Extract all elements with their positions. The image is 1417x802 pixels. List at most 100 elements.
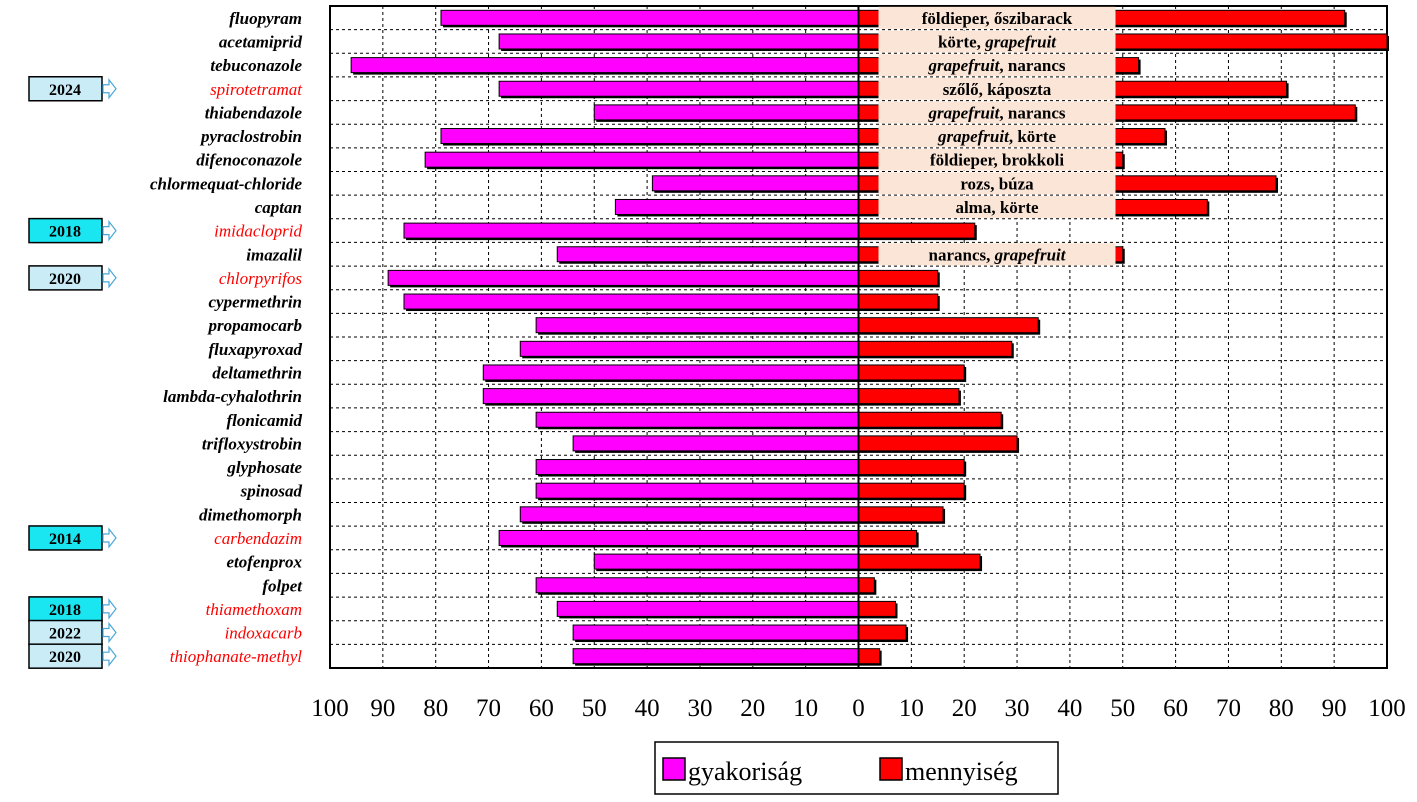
arrow-right-icon (102, 527, 117, 549)
year-badge-label: 2020 (49, 271, 81, 288)
x-tick-label: 70 (1216, 695, 1241, 722)
bar-mennyiseg-trifloxystrobin (858, 435, 1018, 452)
x-tick-label: 20 (740, 695, 765, 722)
crop-label-part: narancs, (929, 245, 995, 264)
x-tick-label: 0 (852, 695, 865, 722)
crop-label-text: alma, körte (955, 198, 1039, 217)
crop-label-part: grapefruit (928, 103, 1001, 122)
bar-gyakorisag-carbendazim (498, 529, 859, 546)
bar-gyakorisag-pyraclostrobin (440, 128, 859, 145)
category-label-cypermethrin: cypermethrin (209, 293, 303, 312)
arrow-right-icon (102, 267, 117, 289)
category-label-indoxacarb: indoxacarb (225, 624, 302, 643)
x-tick-label: 30 (1005, 695, 1030, 722)
crop-label-part: földieper, brokkoli (930, 151, 1064, 170)
crop-label-part: , narancs (999, 103, 1066, 122)
category-label-chlormequat-chloride: chlormequat-chloride (150, 174, 303, 193)
crop-label-part: rozs, búza (960, 174, 1034, 193)
category-label-fluxapyroxad: fluxapyroxad (209, 340, 303, 359)
bar-gyakorisag-lambda-cyhalothrin (482, 388, 859, 405)
year-badge-label: 2018 (49, 602, 81, 619)
bar-gyakorisag-difenoconazole (424, 151, 859, 168)
crop-label-text: rozs, búza (960, 174, 1034, 193)
year-badge-box (28, 525, 103, 551)
crop-label-text: narancs, grapefruit (929, 245, 1067, 264)
crop-label-part: földieper, őszibarack (922, 9, 1073, 28)
crop-label-text: körte, grapefruit (938, 32, 1057, 51)
arrow-right-icon (102, 219, 117, 242)
bar-gyakorisag-thiabendazole (593, 104, 859, 121)
category-label-tebuconazole: tebuconazole (210, 56, 302, 75)
crop-label-text: szőlő, káposzta (943, 80, 1052, 99)
x-tick-label: 50 (582, 695, 607, 722)
category-label-glyphosate: glyphosate (226, 458, 302, 477)
bar-mennyiseg-lambda-cyhalothrin (858, 388, 960, 405)
bar-mennyiseg-spinosad (858, 482, 965, 499)
crop-label-part: alma, körte (955, 198, 1039, 217)
year-badge: 2014 (28, 525, 117, 551)
crop-label-part: grapefruit (984, 32, 1057, 51)
bar-mennyiseg-imidacloprid (858, 222, 976, 239)
year-badge: 2020 (28, 265, 117, 291)
bar-gyakorisag-chlormequat-chloride (651, 175, 860, 192)
bar-gyakorisag-fluxapyroxad (519, 340, 859, 357)
bar-mennyiseg-dimethomorph (858, 506, 944, 523)
category-label-propamocarb: propamocarb (207, 316, 303, 335)
bars (350, 9, 1389, 666)
category-label-folpet: folpet (262, 576, 303, 595)
crop-label-part: körte, (938, 32, 985, 51)
bar-gyakorisag-etofenprox (593, 553, 859, 570)
x-tick-label: 60 (529, 695, 554, 722)
bar-mennyiseg-thiamethoxam (858, 600, 896, 617)
bar-mennyiseg-carbendazim (858, 529, 918, 546)
year-badge: 2024 (28, 76, 117, 102)
legend-label-gyakorisag: gyakoriság (688, 757, 802, 786)
year-badges: 2024 2018 2020 2014 2018 2022 2020 (28, 76, 117, 669)
category-label-captan: captan (255, 198, 302, 217)
year-badge: 2018 (28, 217, 117, 244)
arrow-right-icon (102, 598, 117, 620)
crop-label-box (878, 148, 1116, 171)
bar-mennyiseg-thiophanate-methyl (858, 648, 881, 665)
bar-mennyiseg-deltamethrin (858, 364, 965, 381)
category-label-imazalil: imazalil (246, 245, 302, 264)
bar-mennyiseg-fluxapyroxad (858, 340, 1013, 357)
bar-gyakorisag-deltamethrin (482, 364, 859, 381)
x-tick-label: 50 (1110, 695, 1135, 722)
bar-gyakorisag-captan (614, 198, 860, 215)
category-label-carbendazim: carbendazim (214, 529, 302, 548)
x-tick-label: 90 (370, 695, 395, 722)
bar-gyakorisag-spirotetramat (498, 80, 859, 97)
category-label-thiabendazole: thiabendazole (205, 103, 303, 122)
category-label-difenoconazole: difenoconazole (196, 151, 302, 170)
bar-mennyiseg-propamocarb (858, 317, 1039, 334)
bar-gyakorisag-dimethomorph (519, 506, 859, 523)
bar-mennyiseg-indoxacarb (858, 624, 907, 641)
year-badge: 2018 (28, 596, 117, 622)
category-label-deltamethrin: deltamethrin (212, 363, 302, 382)
category-label-thiophanate-methyl: thiophanate-methyl (170, 647, 302, 666)
year-badge-box (28, 643, 103, 669)
bar-gyakorisag-imazalil (556, 246, 859, 263)
x-tick-label: 100 (311, 695, 349, 722)
category-label-pyraclostrobin: pyraclostrobin (199, 127, 302, 146)
bar-mennyiseg-folpet (858, 577, 875, 594)
bar-mennyiseg-chlorpyrifos (858, 269, 939, 286)
bar-gyakorisag-tebuconazole (350, 57, 859, 74)
bar-gyakorisag-folpet (535, 577, 859, 594)
x-tick-label: 30 (687, 695, 712, 722)
arrow-right-icon (102, 645, 117, 667)
crop-label-part: grapefruit (994, 245, 1067, 264)
legend-box (654, 741, 1059, 795)
arrow-right-icon (102, 78, 117, 100)
x-tick-label: 20 (952, 695, 977, 722)
bar-gyakorisag-thiamethoxam (556, 600, 859, 617)
year-badge-label: 2018 (49, 224, 81, 241)
year-badge-box (28, 265, 103, 291)
crop-label-part: grapefruit (928, 56, 1001, 75)
category-labels: fluopyram acetamiprid tebuconazole spirotet… (150, 9, 303, 666)
year-badge-label: 2014 (49, 531, 81, 548)
legend-swatch-gyakorisag (662, 757, 686, 781)
bar-gyakorisag-acetamiprid (498, 33, 859, 50)
